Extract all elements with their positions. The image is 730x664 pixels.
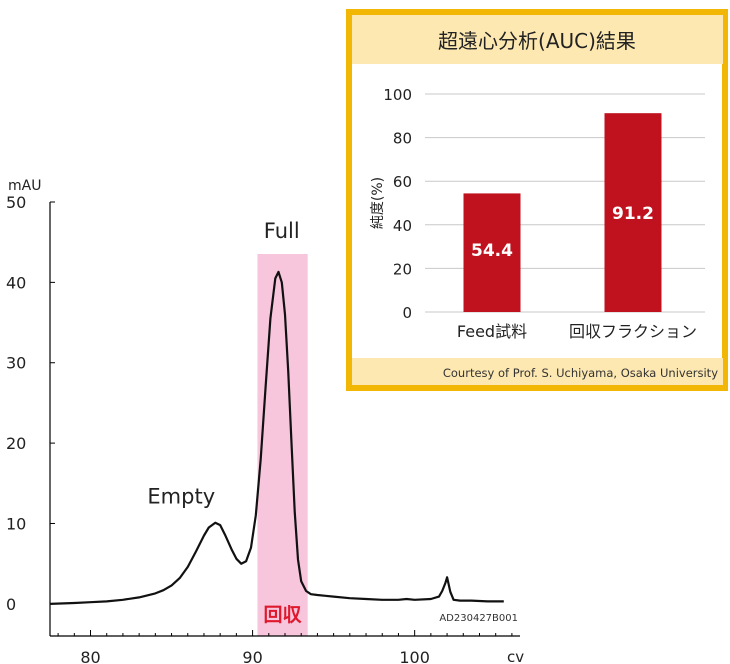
x-axis-label: cv [507, 648, 524, 664]
purity-bar [604, 113, 662, 313]
inset-category-label: 回収フラクション [569, 322, 697, 341]
y-tick-label: 50 [6, 193, 26, 212]
x-tick-label: 80 [80, 648, 100, 664]
y-tick-label: 20 [6, 434, 26, 453]
y-tick-label: 10 [6, 514, 26, 533]
x-tick-label: 100 [399, 648, 430, 664]
chromatogram-line [49, 270, 504, 605]
inset-category-label: Feed試料 [457, 322, 527, 341]
figure-code: AD230427B001 [439, 613, 518, 624]
peak-label-full: Full [264, 219, 300, 243]
inset-y-tick-label: 60 [393, 173, 412, 191]
inset-y-tick-label: 100 [383, 86, 412, 104]
collection-label: 回収 [264, 604, 303, 626]
auc-result-panel: 超遠心分析(AUC)結果 0 20 40 60 80 100 54.4 Feed試料 91.2 回収… [346, 9, 728, 391]
peak-label-empty: Empty [147, 484, 215, 508]
purity-value-label: 91.2 [612, 204, 654, 224]
y-tick-label: 0 [6, 595, 16, 614]
y-tick-label: 30 [6, 354, 26, 373]
y-axis-label: mAU [8, 178, 41, 194]
x-tick-label: 90 [242, 648, 262, 664]
inset-y-tick-label: 0 [402, 304, 412, 322]
inset-y-tick-label: 40 [393, 217, 412, 235]
inset-border [346, 9, 728, 391]
y-tick-label: 40 [6, 273, 26, 292]
inset-title: 超遠心分析(AUC)結果 [438, 29, 636, 53]
purity-value-label: 54.4 [471, 241, 513, 261]
inset-y-tick-label: 80 [393, 130, 412, 148]
inset-footer-bg [352, 358, 723, 385]
inset-header-bg [352, 15, 723, 64]
inset-credit: Courtesy of Prof. S. Uchiyama, Osaka Uni… [443, 366, 718, 380]
inset-y-tick-label: 20 [393, 260, 412, 278]
purity-bar [463, 193, 521, 312]
inset-y-axis-label: 純度(%) [370, 177, 386, 229]
